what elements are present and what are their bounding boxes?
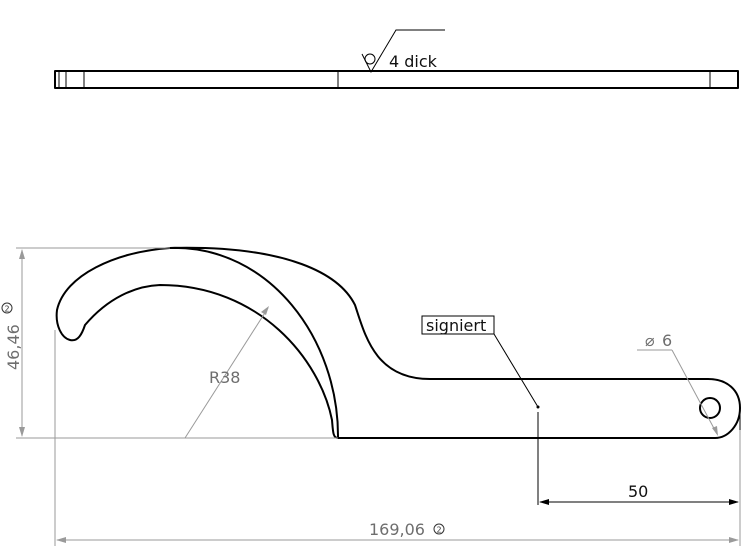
dimensions: 46,46 2 R38 ⌀ 6 signiert 50 169,0 bbox=[1, 247, 741, 546]
signed-note-leader bbox=[493, 333, 539, 408]
height-value: 46,46 bbox=[4, 324, 23, 370]
diameter-symbol-icon: ⌀ bbox=[645, 331, 655, 350]
arrow-icon bbox=[261, 306, 269, 315]
diameter-leader bbox=[671, 349, 718, 435]
arrow-icon bbox=[712, 426, 718, 436]
surface-symbol bbox=[361, 29, 445, 74]
hook-wrench-outline bbox=[55, 246, 741, 439]
arrow-up-icon bbox=[19, 249, 25, 259]
arrow-down-icon bbox=[19, 427, 25, 437]
height-circled-mark: 2 bbox=[1, 302, 13, 314]
arrow-right-icon bbox=[729, 537, 739, 543]
side-view: 4 dick bbox=[54, 29, 739, 89]
offset-value: 50 bbox=[628, 482, 648, 501]
surface-symbol-circle-icon bbox=[364, 53, 376, 65]
radius-leader bbox=[184, 307, 269, 439]
arrow-left-icon bbox=[56, 537, 66, 543]
circled-mark-text: 2 bbox=[436, 526, 441, 535]
overall-length-value: 169,06 bbox=[369, 520, 425, 539]
length-circled-mark: 2 bbox=[433, 523, 445, 535]
leader-dot-icon bbox=[536, 405, 540, 409]
arrow-left-icon bbox=[539, 499, 549, 505]
front-view bbox=[55, 246, 741, 439]
side-view-outline bbox=[54, 70, 739, 89]
circled-mark-icon bbox=[1, 302, 13, 314]
radius-value: R38 bbox=[209, 368, 240, 387]
circled-mark-icon bbox=[433, 523, 445, 535]
diameter-value: 6 bbox=[662, 331, 672, 350]
hole-circle bbox=[699, 397, 721, 419]
circled-mark-text: 2 bbox=[4, 305, 9, 314]
signed-note-box bbox=[421, 315, 495, 335]
thickness-label: 4 dick bbox=[389, 52, 438, 71]
arrow-right-icon bbox=[729, 499, 739, 505]
signed-note-text: signiert bbox=[426, 316, 486, 335]
